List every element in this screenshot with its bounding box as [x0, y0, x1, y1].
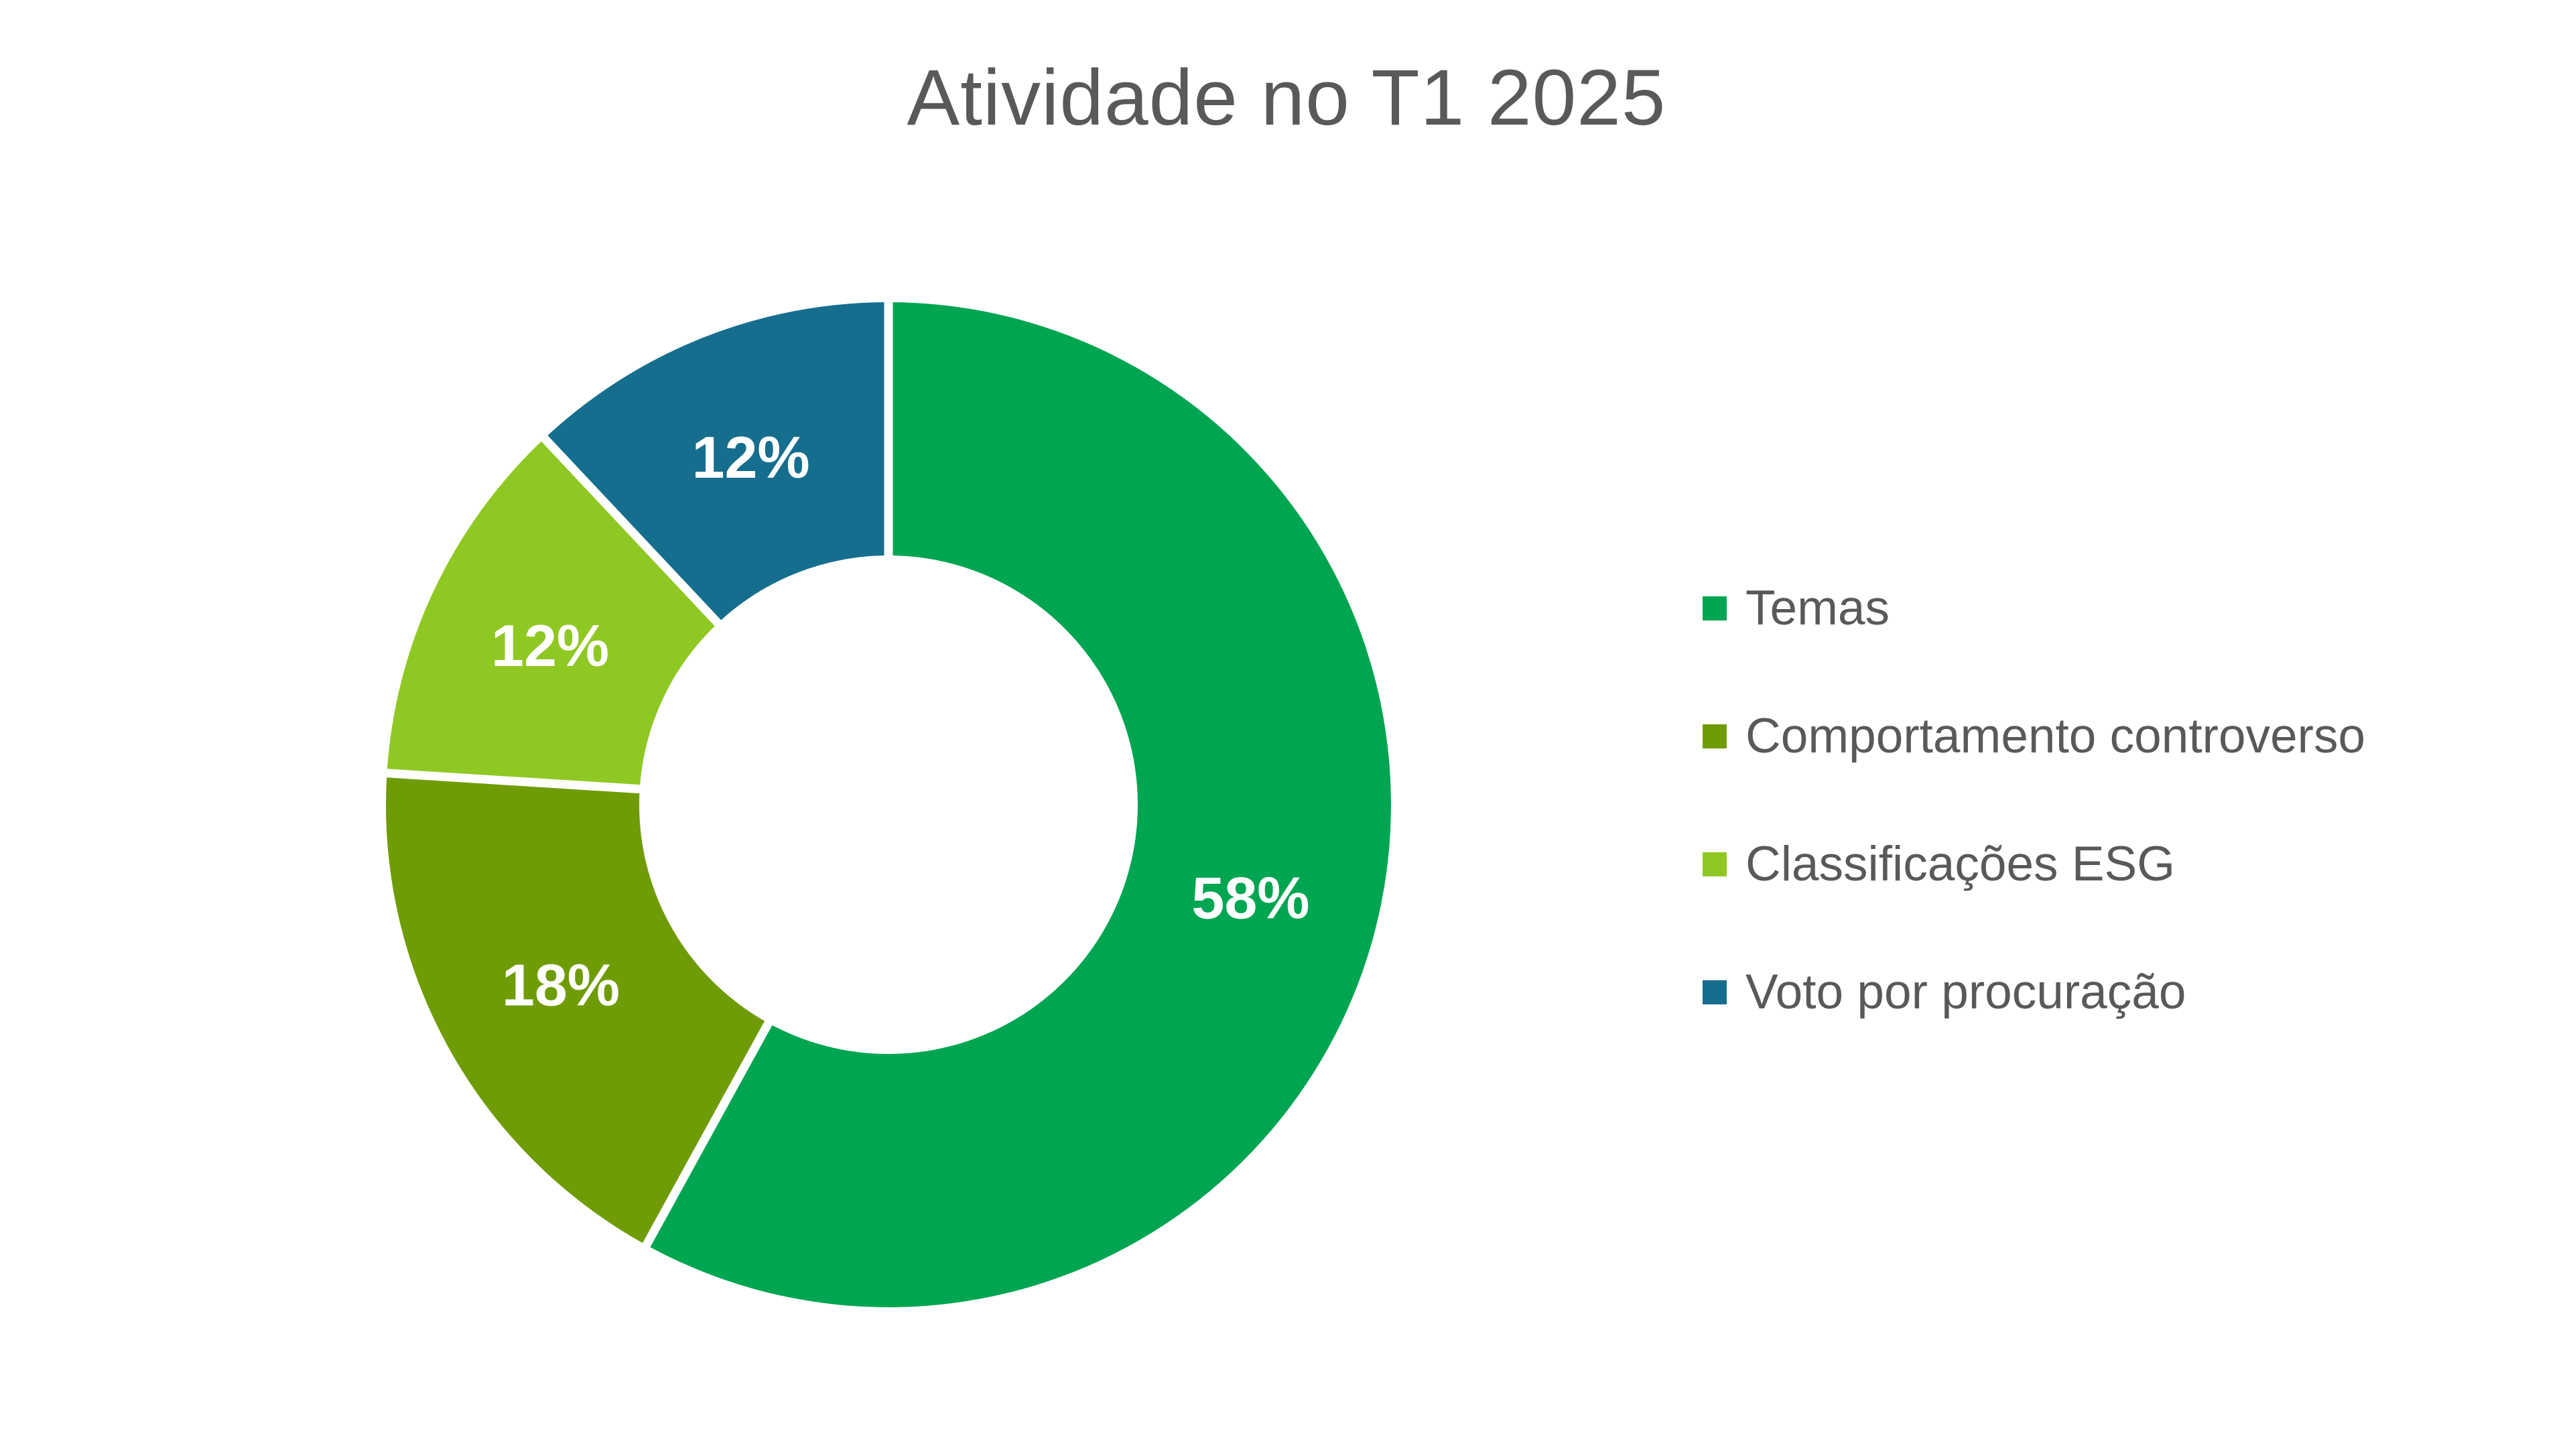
donut-chart: 58% 18% 12% 12% — [386, 302, 1391, 1307]
legend-swatch-icon — [1703, 596, 1727, 620]
legend-swatch-icon — [1703, 980, 1727, 1004]
chart-legend: Temas Comportamento controverso Classifi… — [1703, 544, 2365, 1056]
slice-separator — [642, 1016, 775, 1248]
legend-label: Temas — [1745, 581, 1890, 635]
legend-label: Classificações ESG — [1745, 837, 2175, 891]
slice-percent-label: 12% — [692, 424, 810, 490]
slice-percent-label: 58% — [1191, 865, 1309, 931]
chart-title: Atividade no T1 2025 — [907, 54, 1666, 142]
donut-slice-3 — [387, 438, 718, 789]
legend-label: Voto por procuração — [1745, 965, 2186, 1019]
slice-percent-label: 12% — [491, 612, 609, 679]
donut-slice-1 — [646, 302, 1391, 1307]
slice-separator — [387, 769, 646, 794]
donut-slice-2 — [386, 773, 769, 1246]
legend-item-voto-por-procuracao: Voto por procuração — [1703, 928, 2365, 1056]
legend-item-temas: Temas — [1703, 544, 2365, 672]
slice-separator — [541, 435, 725, 631]
legend-item-classificacoes-esg: Classificações ESG — [1703, 800, 2365, 928]
legend-swatch-icon — [1703, 852, 1727, 876]
legend-label: Comportamento controverso — [1745, 709, 2366, 763]
slice-percent-label: 18% — [502, 952, 620, 1018]
donut-slice-4 — [544, 302, 888, 623]
legend-swatch-icon — [1703, 724, 1727, 748]
legend-item-comportamento-controverso: Comportamento controverso — [1703, 672, 2365, 800]
